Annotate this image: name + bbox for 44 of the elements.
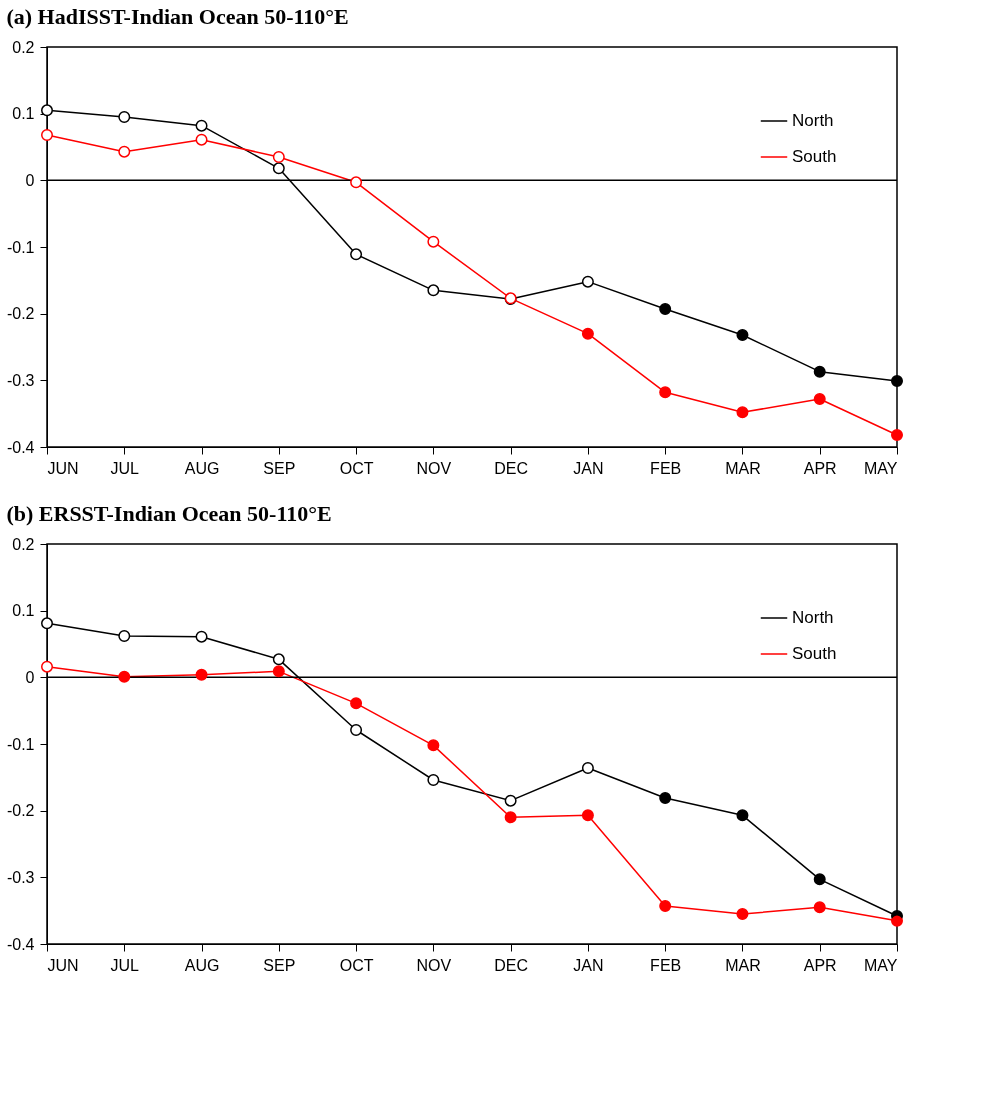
x-tick-label: AUG <box>184 956 220 974</box>
x-tick-label: DEC <box>494 459 529 477</box>
x-tick-label: AUG <box>184 459 220 477</box>
y-tick-label: 0.2 <box>12 535 35 553</box>
y-tick-label: -0.1 <box>6 735 35 753</box>
y-tick-label: -0.1 <box>6 238 35 256</box>
x-tick-label: APR <box>803 956 837 974</box>
y-tick-label: 0 <box>25 668 35 686</box>
x-tick-label: MAR <box>725 956 761 974</box>
x-tick-label: NOV <box>416 956 452 974</box>
y-tick-label: -0.3 <box>6 371 35 389</box>
y-tick-label: -0.2 <box>6 305 35 323</box>
x-tick-label: JUN <box>47 459 79 477</box>
x-tick-label: SEP <box>263 956 296 974</box>
legend-label: North <box>792 608 834 627</box>
y-tick-label: -0.4 <box>6 935 35 953</box>
x-tick-label: APR <box>803 459 837 477</box>
y-tick-label: -0.3 <box>6 868 35 886</box>
y-tick-label: 0.2 <box>12 38 35 56</box>
x-tick-label: MAR <box>725 459 761 477</box>
legend-label: South <box>792 644 837 663</box>
chart-title: (a) HadISST-Indian Ocean 50-110°E <box>6 4 349 29</box>
x-tick-label: MAY <box>864 459 898 477</box>
x-tick-label: NOV <box>416 459 452 477</box>
legend-label: North <box>792 111 834 130</box>
x-tick-label: JAN <box>573 956 604 974</box>
x-tick-label: OCT <box>339 956 374 974</box>
x-tick-label: MAY <box>864 956 898 974</box>
x-tick-label: DEC <box>494 956 529 974</box>
chart-title: (b) ERSST-Indian Ocean 50-110°E <box>6 501 332 526</box>
x-tick-label: JAN <box>573 459 604 477</box>
x-tick-label: FEB <box>650 459 682 477</box>
legend-label: South <box>792 147 837 166</box>
y-tick-label: -0.2 <box>6 802 35 820</box>
y-tick-label: 0 <box>25 171 35 189</box>
y-tick-label: 0.1 <box>12 602 35 620</box>
x-tick-label: JUL <box>110 956 140 974</box>
x-tick-label: JUL <box>110 459 140 477</box>
x-tick-label: SEP <box>263 459 296 477</box>
y-tick-label: -0.4 <box>6 438 35 456</box>
y-tick-label: 0.1 <box>12 105 35 123</box>
x-tick-label: JUN <box>47 956 79 974</box>
x-tick-label: FEB <box>650 956 682 974</box>
x-tick-label: OCT <box>339 459 374 477</box>
